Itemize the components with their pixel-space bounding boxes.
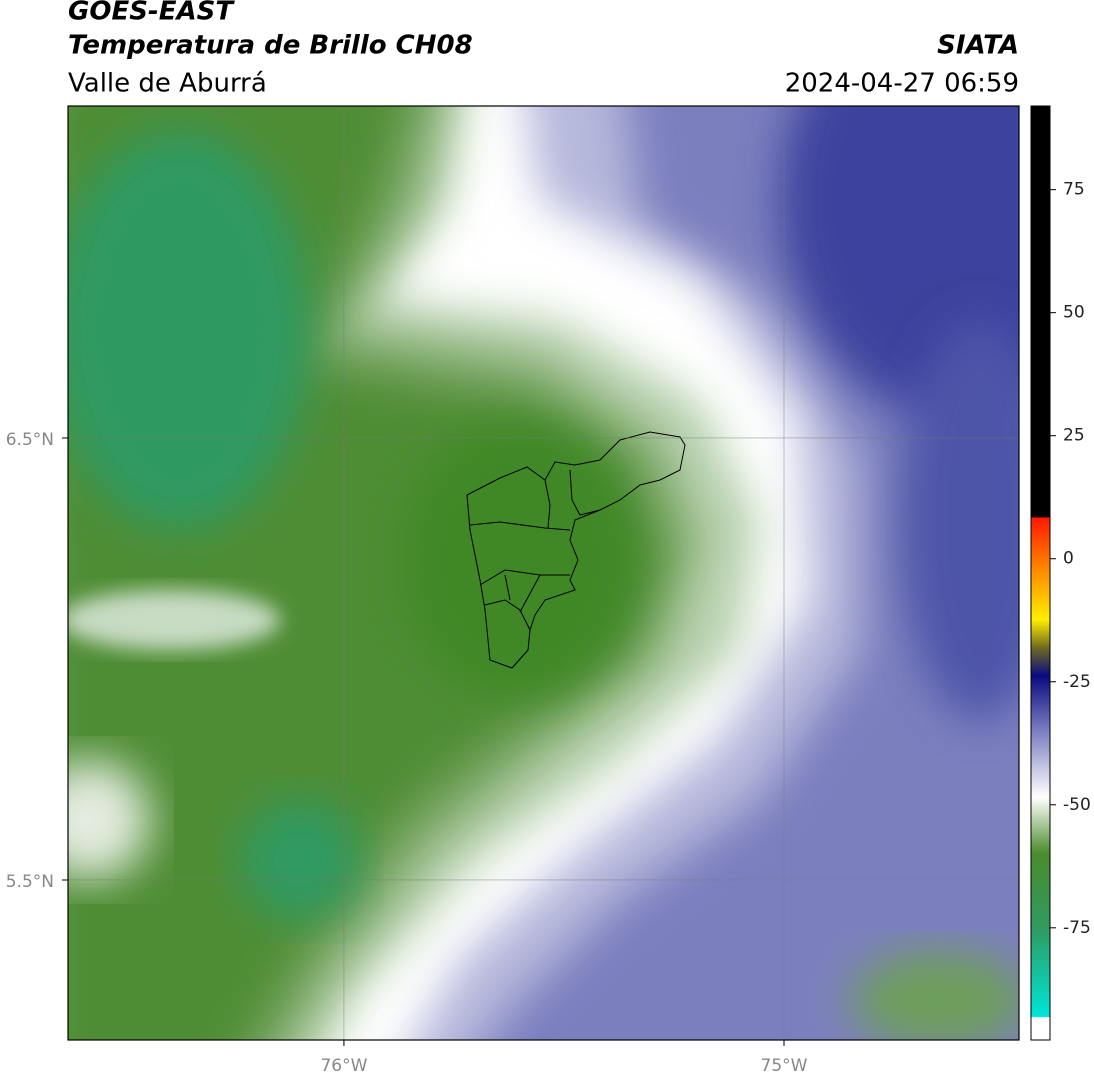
lat-label: 6.5°N — [6, 430, 54, 450]
colorbar-label: 25 — [1063, 426, 1085, 446]
title: GOES-EAST — [68, 0, 235, 27]
region: Valle de Aburrá — [68, 69, 267, 99]
lat-label: 5.5°N — [6, 872, 54, 892]
timestamp: 2024-04-27 06:59 — [785, 69, 1019, 99]
municipal-boundaries — [466, 431, 686, 669]
colorbar-label: 75 — [1063, 180, 1085, 200]
source: SIATA — [937, 31, 1019, 61]
colorbar-label: 50 — [1063, 303, 1085, 323]
graticule — [68, 106, 1019, 1040]
lon-label: 75°W — [761, 1056, 808, 1076]
lon-label: 76°W — [320, 1056, 367, 1076]
colorbar — [1030, 105, 1051, 1041]
map-frame — [67, 105, 1020, 1041]
subtitle: Temperatura de Brillo CH08 — [68, 31, 473, 61]
colorbar-label: -50 — [1063, 795, 1091, 815]
colorbar-label: -75 — [1063, 918, 1091, 938]
colorbar-label: 0 — [1063, 549, 1074, 569]
colorbar-label: -25 — [1063, 672, 1091, 692]
satellite-image — [68, 106, 1019, 1040]
